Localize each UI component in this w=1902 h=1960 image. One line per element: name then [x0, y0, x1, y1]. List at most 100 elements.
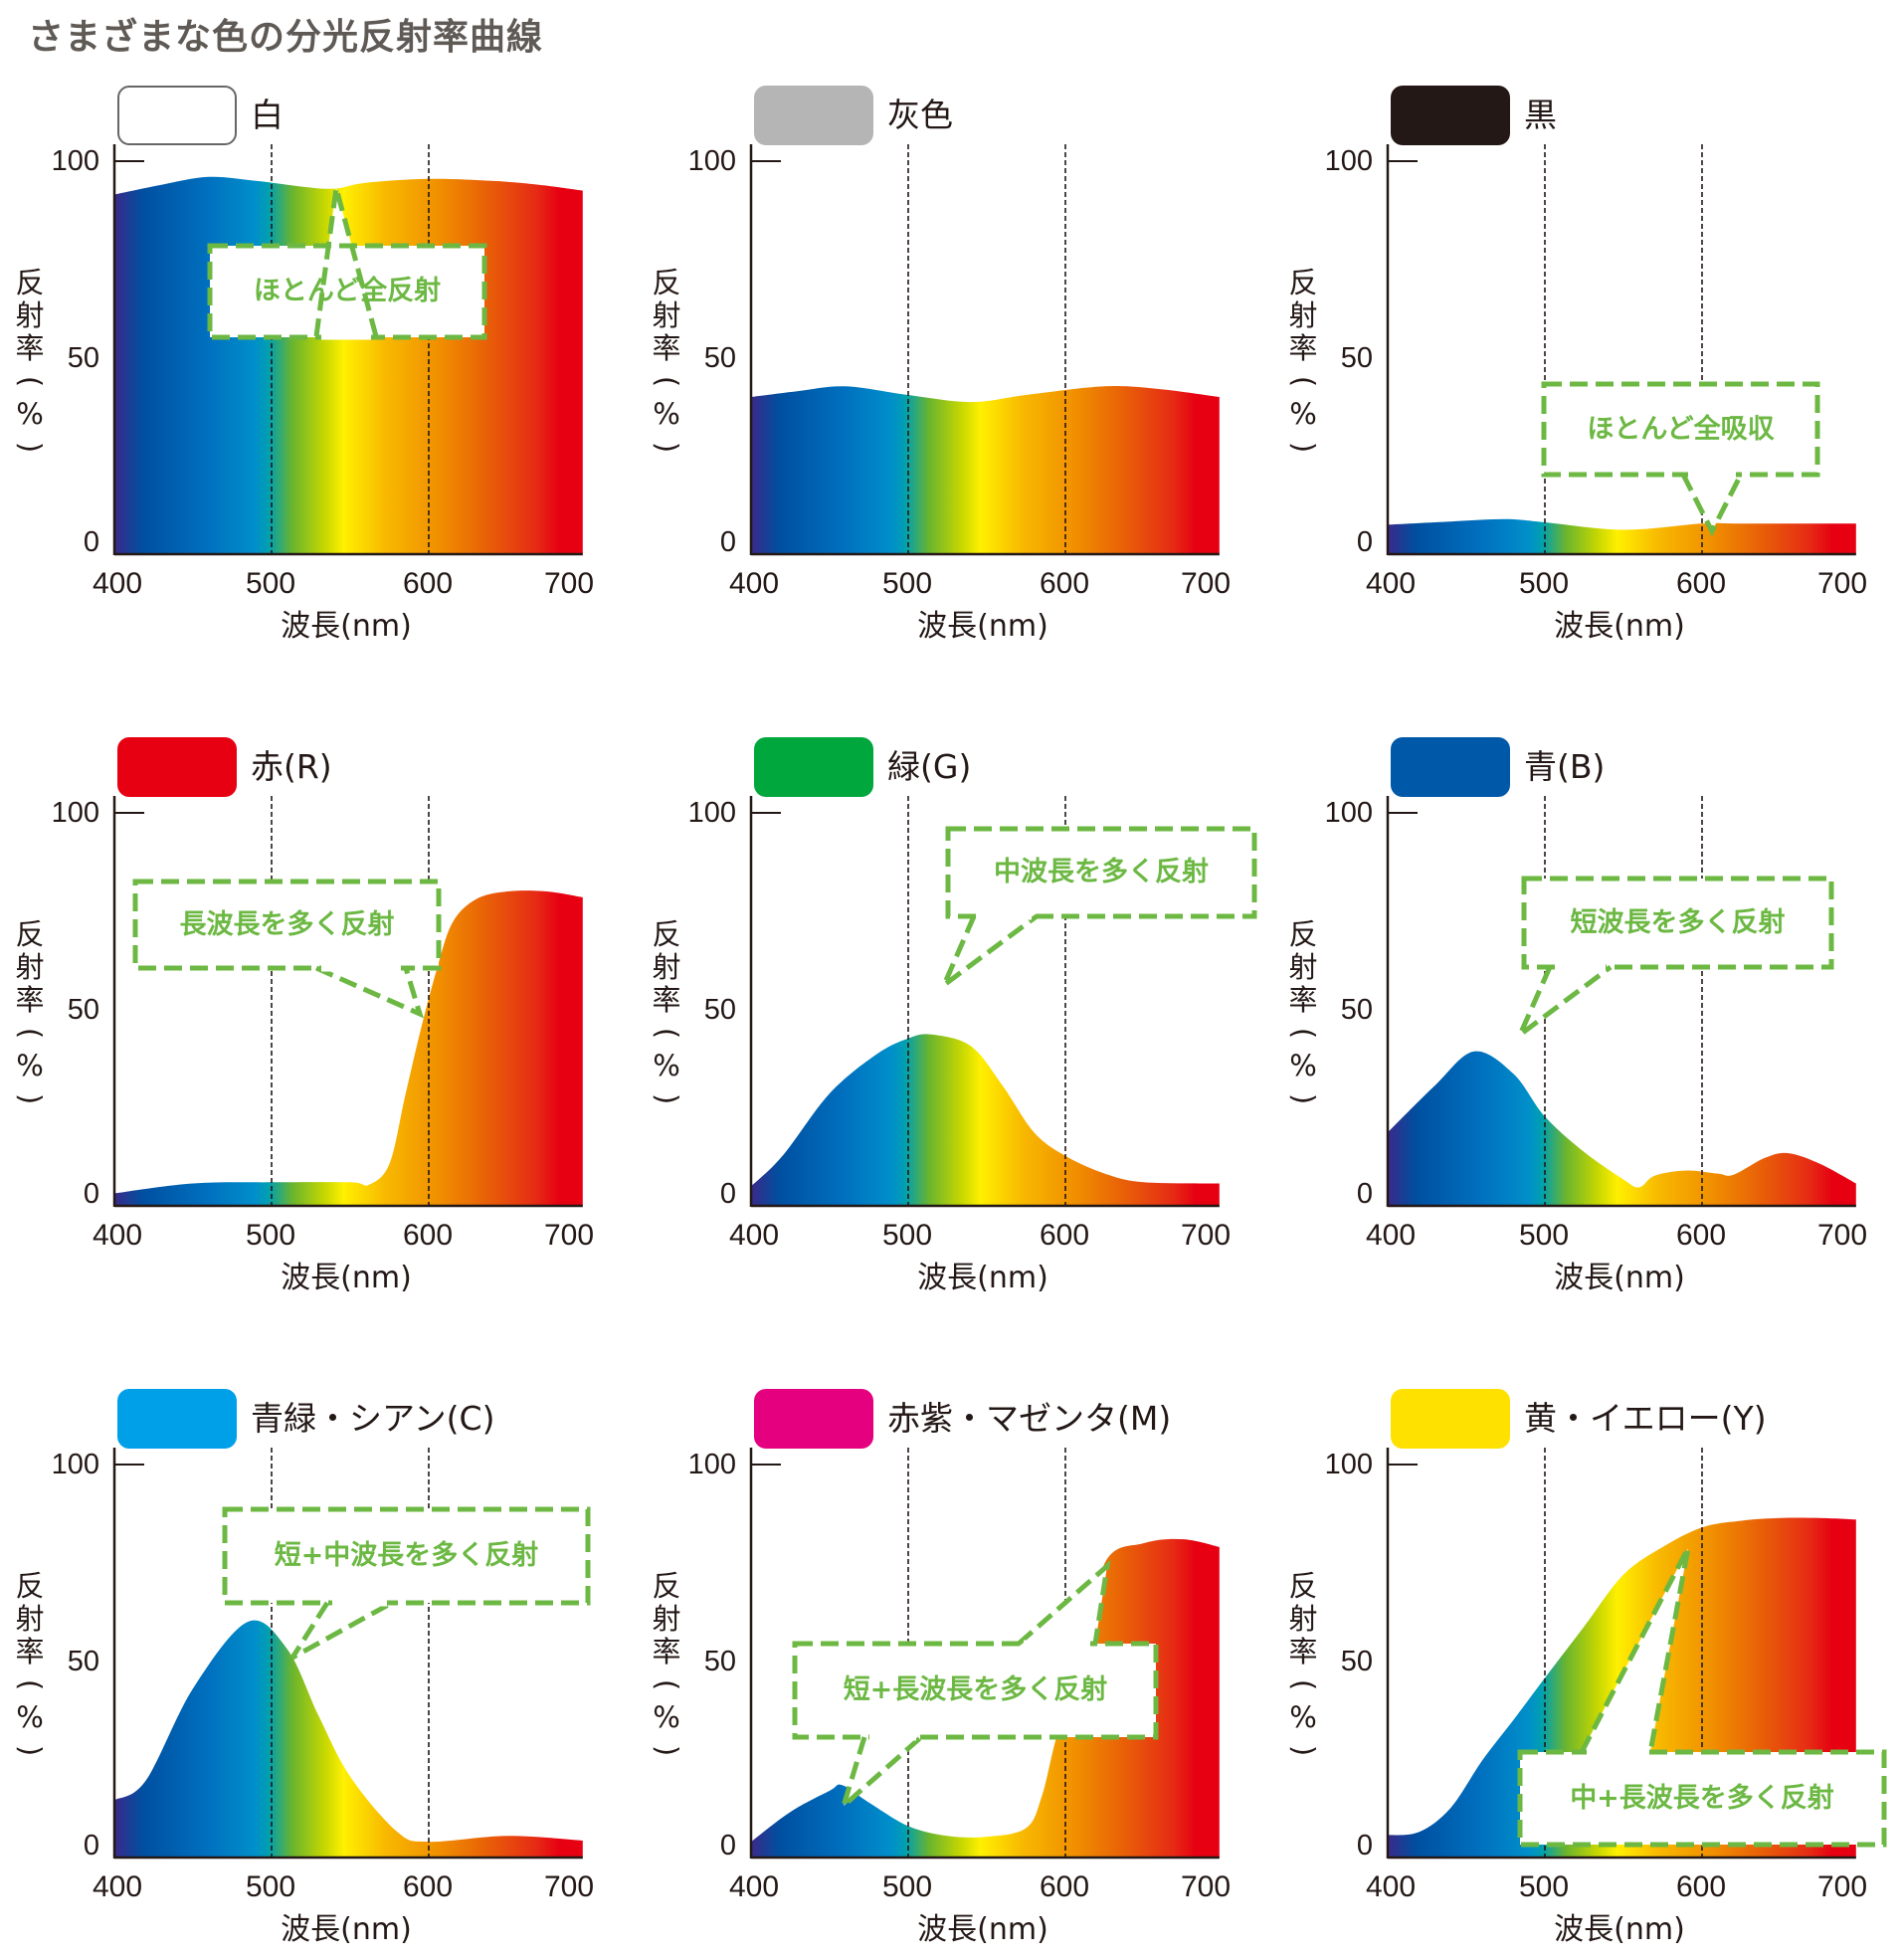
callout-text: 短+長波長を多く反射 — [843, 1674, 1108, 1705]
y-tick-label: 100 — [51, 145, 99, 177]
callout-box-border — [1521, 876, 1834, 970]
y-axis-label: 反射率(%) — [1285, 1570, 1321, 1767]
y-tick-label: 0 — [83, 1178, 99, 1210]
callout-box-border — [1517, 1749, 1887, 1848]
x-axis-label: 波長(nm) — [1554, 609, 1685, 644]
y-axis-label: 反射率(%) — [1285, 267, 1321, 464]
x-tick-label: 500 — [881, 1870, 933, 1903]
spectral-chart-panel: 赤(R) 長波長を多く反射反射率(%) 100 50 0 400 500 600 700 波長(n… — [0, 652, 637, 1303]
spectral-chart-panel: 灰色反射率(%) 100 50 0 400 500 600 700 波長(nm) — [637, 0, 1273, 652]
color-swatch — [754, 86, 873, 145]
x-tick-label: 500 — [1518, 1870, 1570, 1903]
x-tick-label: 400 — [92, 1870, 143, 1903]
y-axis-label-char: 率 — [652, 331, 681, 365]
color-swatch — [754, 1389, 873, 1449]
y-tick-label: 0 — [719, 1178, 736, 1210]
y-axis-label: 反射率(%) — [1285, 918, 1321, 1115]
callout-pointer — [839, 1735, 923, 1814]
x-tick-label: 400 — [1365, 1870, 1417, 1903]
y-tick-label: 0 — [719, 526, 736, 558]
callout-text: 中波長を多く反射 — [994, 857, 1209, 887]
y-axis-label-char: % — [16, 1700, 44, 1734]
x-tick-label: 600 — [1675, 567, 1727, 600]
y-tick-label: 100 — [687, 797, 736, 829]
x-tick-label: 400 — [1365, 567, 1417, 600]
color-swatch — [1391, 86, 1510, 145]
y-axis-label: 反射率(%) — [649, 1570, 684, 1767]
x-tick-label: 400 — [92, 567, 143, 600]
y-axis-label-char: 射 — [652, 298, 681, 332]
x-tick-label: 600 — [1675, 1219, 1727, 1252]
callout — [1541, 381, 1820, 537]
y-axis-label: 反射率(%) — [649, 267, 684, 464]
y-axis-label-char: 射 — [652, 950, 681, 984]
callout — [937, 826, 1257, 993]
y-tick-label: 0 — [1356, 526, 1373, 558]
page-title: さまざまな色の分光反射率曲線 — [28, 17, 544, 58]
callout — [132, 879, 442, 1019]
callout-pointer-fill — [1683, 475, 1741, 531]
chart-title: 灰色 — [887, 96, 953, 134]
color-swatch — [117, 737, 237, 797]
callout-box-fill — [135, 882, 439, 968]
x-tick-label: 400 — [92, 1219, 143, 1252]
chart-title: 黒 — [1524, 96, 1557, 134]
y-axis-label-char: % — [16, 397, 44, 431]
x-axis-label: 波長(nm) — [917, 1912, 1048, 1947]
callout-box-border — [1541, 381, 1820, 478]
callout-box-border — [945, 826, 1257, 919]
y-axis-label-char: % — [653, 1700, 680, 1734]
callout-box-fill — [795, 1644, 1156, 1737]
y-tick-label: 100 — [1324, 145, 1373, 177]
y-axis-label-char: 率 — [1288, 1635, 1318, 1668]
y-tick-label: 100 — [51, 1449, 99, 1480]
callout-text: 長波長を多く反射 — [179, 908, 395, 940]
y-axis-label-char: 射 — [1288, 950, 1318, 984]
spectral-chart-panel: 赤紫・マゼンタ(M) 短+長波長を多く反射反射率(%) 100 50 0 400 500 60… — [637, 1303, 1273, 1955]
callout-box-fill — [1520, 1752, 1884, 1845]
y-axis-label-char: % — [1289, 1049, 1317, 1082]
y-tick-label: 0 — [83, 1830, 99, 1862]
y-tick-label: 0 — [719, 1830, 736, 1862]
y-axis-label-char: 反 — [1288, 1569, 1318, 1603]
y-axis-label-char: 反 — [652, 917, 681, 951]
reflectance-area — [1388, 518, 1856, 554]
chart-plot — [1386, 796, 1856, 1208]
x-tick-label: 600 — [402, 1870, 454, 1903]
x-tick-label: 700 — [543, 567, 595, 600]
callout-pointer — [314, 965, 424, 1019]
y-tick-label: 0 — [1356, 1830, 1373, 1862]
y-axis-label-char: ) — [650, 441, 684, 454]
x-tick-label: 500 — [881, 567, 933, 600]
x-tick-label: 700 — [543, 1219, 595, 1252]
x-tick-label: 400 — [728, 567, 780, 600]
chart-title: 黄・イエロー(Y) — [1524, 1399, 1767, 1438]
callout-pointer — [289, 1600, 394, 1661]
y-axis-label-char: 射 — [15, 1602, 45, 1636]
x-tick-label: 700 — [1180, 1870, 1232, 1903]
y-axis-label-char: 反 — [1288, 266, 1318, 299]
y-tick-label: 100 — [51, 797, 99, 829]
y-axis-label-char: % — [16, 1049, 44, 1082]
y-tick-label: 100 — [1324, 797, 1373, 829]
reflectance-area — [751, 1538, 1220, 1858]
callout-box-border — [222, 1506, 591, 1606]
x-tick-label: 600 — [402, 567, 454, 600]
y-tick-label: 100 — [687, 145, 736, 177]
y-axis-label-char: ) — [13, 441, 48, 454]
y-axis-label-char: % — [1289, 1700, 1317, 1734]
callout-text: ほとんど全反射 — [253, 276, 442, 306]
y-axis-label-char: ) — [1286, 1092, 1321, 1105]
color-swatch — [1391, 1389, 1510, 1449]
chart-title: 白 — [251, 96, 284, 134]
y-tick-label: 50 — [703, 342, 736, 374]
callout-pointer — [1680, 473, 1744, 537]
y-axis-label: 反射率(%) — [12, 1570, 48, 1767]
y-tick-label: 50 — [703, 994, 736, 1026]
y-axis-label-char: 反 — [15, 1569, 45, 1603]
x-tick-label: 500 — [245, 1870, 296, 1903]
y-tick-label: 50 — [67, 342, 99, 374]
x-tick-label: 500 — [1518, 1219, 1570, 1252]
x-tick-label: 700 — [1180, 1219, 1232, 1252]
x-tick-label: 500 — [245, 567, 296, 600]
